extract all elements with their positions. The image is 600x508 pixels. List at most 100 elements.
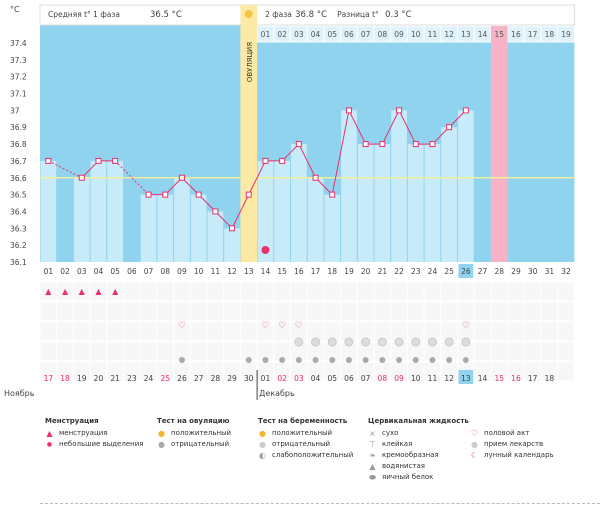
grid-cell xyxy=(557,281,575,302)
calendar-date-label: 17 xyxy=(44,374,54,383)
grid-cell xyxy=(39,321,58,342)
cervical-fluid-icon xyxy=(312,357,319,363)
post-ovulation-day-label: 13 xyxy=(461,30,471,39)
calendar-date-label: 19 xyxy=(77,374,87,383)
post-ovulation-day-label: 14 xyxy=(478,30,488,39)
post-ovulation-day-label: 17 xyxy=(528,30,538,39)
cervical-fluid-icon xyxy=(295,357,302,363)
pill-icon xyxy=(411,337,421,347)
phase2-value: 36.8 °C xyxy=(295,10,327,20)
cycle-day-label: 20 xyxy=(361,267,371,276)
temperature-bar xyxy=(407,144,424,262)
grid-cell xyxy=(256,301,275,322)
calendar-date-label: 26 xyxy=(177,374,187,383)
pill-icon xyxy=(394,337,404,347)
sun-positive-icon: ● xyxy=(158,429,165,438)
calendar-date-label: 15 xyxy=(494,374,504,383)
phase1-header-area xyxy=(40,26,241,42)
cycle-day-label: 07 xyxy=(144,267,154,276)
grid-cell xyxy=(189,321,208,342)
cervical-fluid-icon xyxy=(245,357,252,363)
y-tick-label: 37.4 xyxy=(10,39,27,48)
cycle-day-label: 06 xyxy=(127,267,137,276)
grid-cell xyxy=(256,281,275,302)
cervical-fluid-icon xyxy=(329,357,336,363)
temperature-bar xyxy=(458,110,474,262)
month-start-label: Ноябрь xyxy=(4,389,35,398)
temperature-point xyxy=(295,141,302,148)
cycle-day-label: 18 xyxy=(327,267,337,276)
grid-cell xyxy=(406,301,425,322)
cervical-fluid-icon xyxy=(345,357,352,363)
temperature-point xyxy=(329,191,336,198)
grid-cell xyxy=(473,281,492,302)
temperature-point xyxy=(229,225,236,232)
legend-title: Тест на овуляцию xyxy=(157,417,230,425)
grid-cell xyxy=(290,301,308,322)
grid-cell xyxy=(139,281,158,302)
test-weak-icon: ◐ xyxy=(259,451,266,460)
bbt-chart: 01 02 03 04 05 06 07 08 09 10 11 12 13 14 15 16 17 18 19 ОВ… xyxy=(4,4,575,400)
grid-cell xyxy=(340,281,358,302)
temperature-bar xyxy=(90,160,107,262)
calendar-date-label: 14 xyxy=(478,374,488,383)
temperature-segment xyxy=(331,110,350,195)
calendar-date-label: 17 xyxy=(528,374,538,383)
period-day-label: 15 xyxy=(494,30,504,39)
cycle-day-label: 27 xyxy=(478,267,488,276)
grid-cell xyxy=(173,301,191,322)
legend-item: лунный календарь xyxy=(484,451,554,459)
cycle-day-label: 09 xyxy=(177,267,187,276)
sticky-icon: ⊤ xyxy=(369,440,376,449)
grid-cell xyxy=(490,301,509,322)
y-tick-label: 36.5 xyxy=(10,191,27,200)
legend-item: менструация xyxy=(59,429,108,437)
diff-value: 0.3 °C xyxy=(385,10,411,20)
temperature-bar xyxy=(107,160,123,262)
legend-ovulation-test: Тест на овуляцию ● положительный ● отрицат… xyxy=(157,416,231,450)
heart-icon: ♡ xyxy=(261,321,269,331)
cycle-day-label: 05 xyxy=(110,267,120,276)
grid-cell xyxy=(223,341,241,362)
cervical-fluid-icon xyxy=(362,357,369,363)
diff-label: Разница t° xyxy=(337,10,379,19)
grid-cell xyxy=(373,301,392,322)
cycle-day-label: 04 xyxy=(94,267,104,276)
temperature-point xyxy=(462,107,469,114)
phase1-value: 36.5 °C xyxy=(150,10,182,20)
grid-cell xyxy=(390,301,408,322)
grid-cell xyxy=(557,321,575,342)
test-positive-icon: ● xyxy=(259,429,266,438)
grid-cell xyxy=(473,341,492,362)
calendar-date-label: 29 xyxy=(227,374,237,383)
post-ovulation-cell xyxy=(557,25,575,43)
grid-cell xyxy=(557,301,575,322)
y-tick-label: 36.7 xyxy=(10,157,27,166)
temperature-point xyxy=(412,141,419,148)
post-ovulation-day-label: 06 xyxy=(344,30,354,39)
temperature-point xyxy=(45,157,52,164)
grid-cell xyxy=(139,301,158,322)
temperature-bar xyxy=(190,194,207,262)
dry-icon: × xyxy=(369,429,376,438)
post-ovulation-day-label: 02 xyxy=(277,30,287,39)
cervical-fluid-icon xyxy=(462,357,469,363)
menstruation-icon: ▲ xyxy=(45,287,52,296)
ovulation-label: ОВУЛЯЦИЯ xyxy=(246,42,254,82)
phase1-label: Средняя t° 1 фаза xyxy=(48,10,120,19)
pill-icon xyxy=(344,337,354,347)
grid-cell xyxy=(440,281,458,302)
cycle-day-label: 32 xyxy=(561,267,571,276)
grid-cell xyxy=(156,301,175,322)
cycle-day-label: 08 xyxy=(160,267,170,276)
cycle-day-label: 02 xyxy=(60,267,70,276)
grid-cell xyxy=(56,341,74,362)
expected-period-column xyxy=(490,26,508,262)
calendar-date-label: 16 xyxy=(511,374,521,383)
grid-cell xyxy=(290,281,308,302)
cycle-day-label: 19 xyxy=(344,267,354,276)
grid-cell xyxy=(557,341,575,362)
temperature-bar xyxy=(341,110,357,262)
cervical-fluid-icon xyxy=(446,357,453,363)
grid-cell xyxy=(390,281,408,302)
